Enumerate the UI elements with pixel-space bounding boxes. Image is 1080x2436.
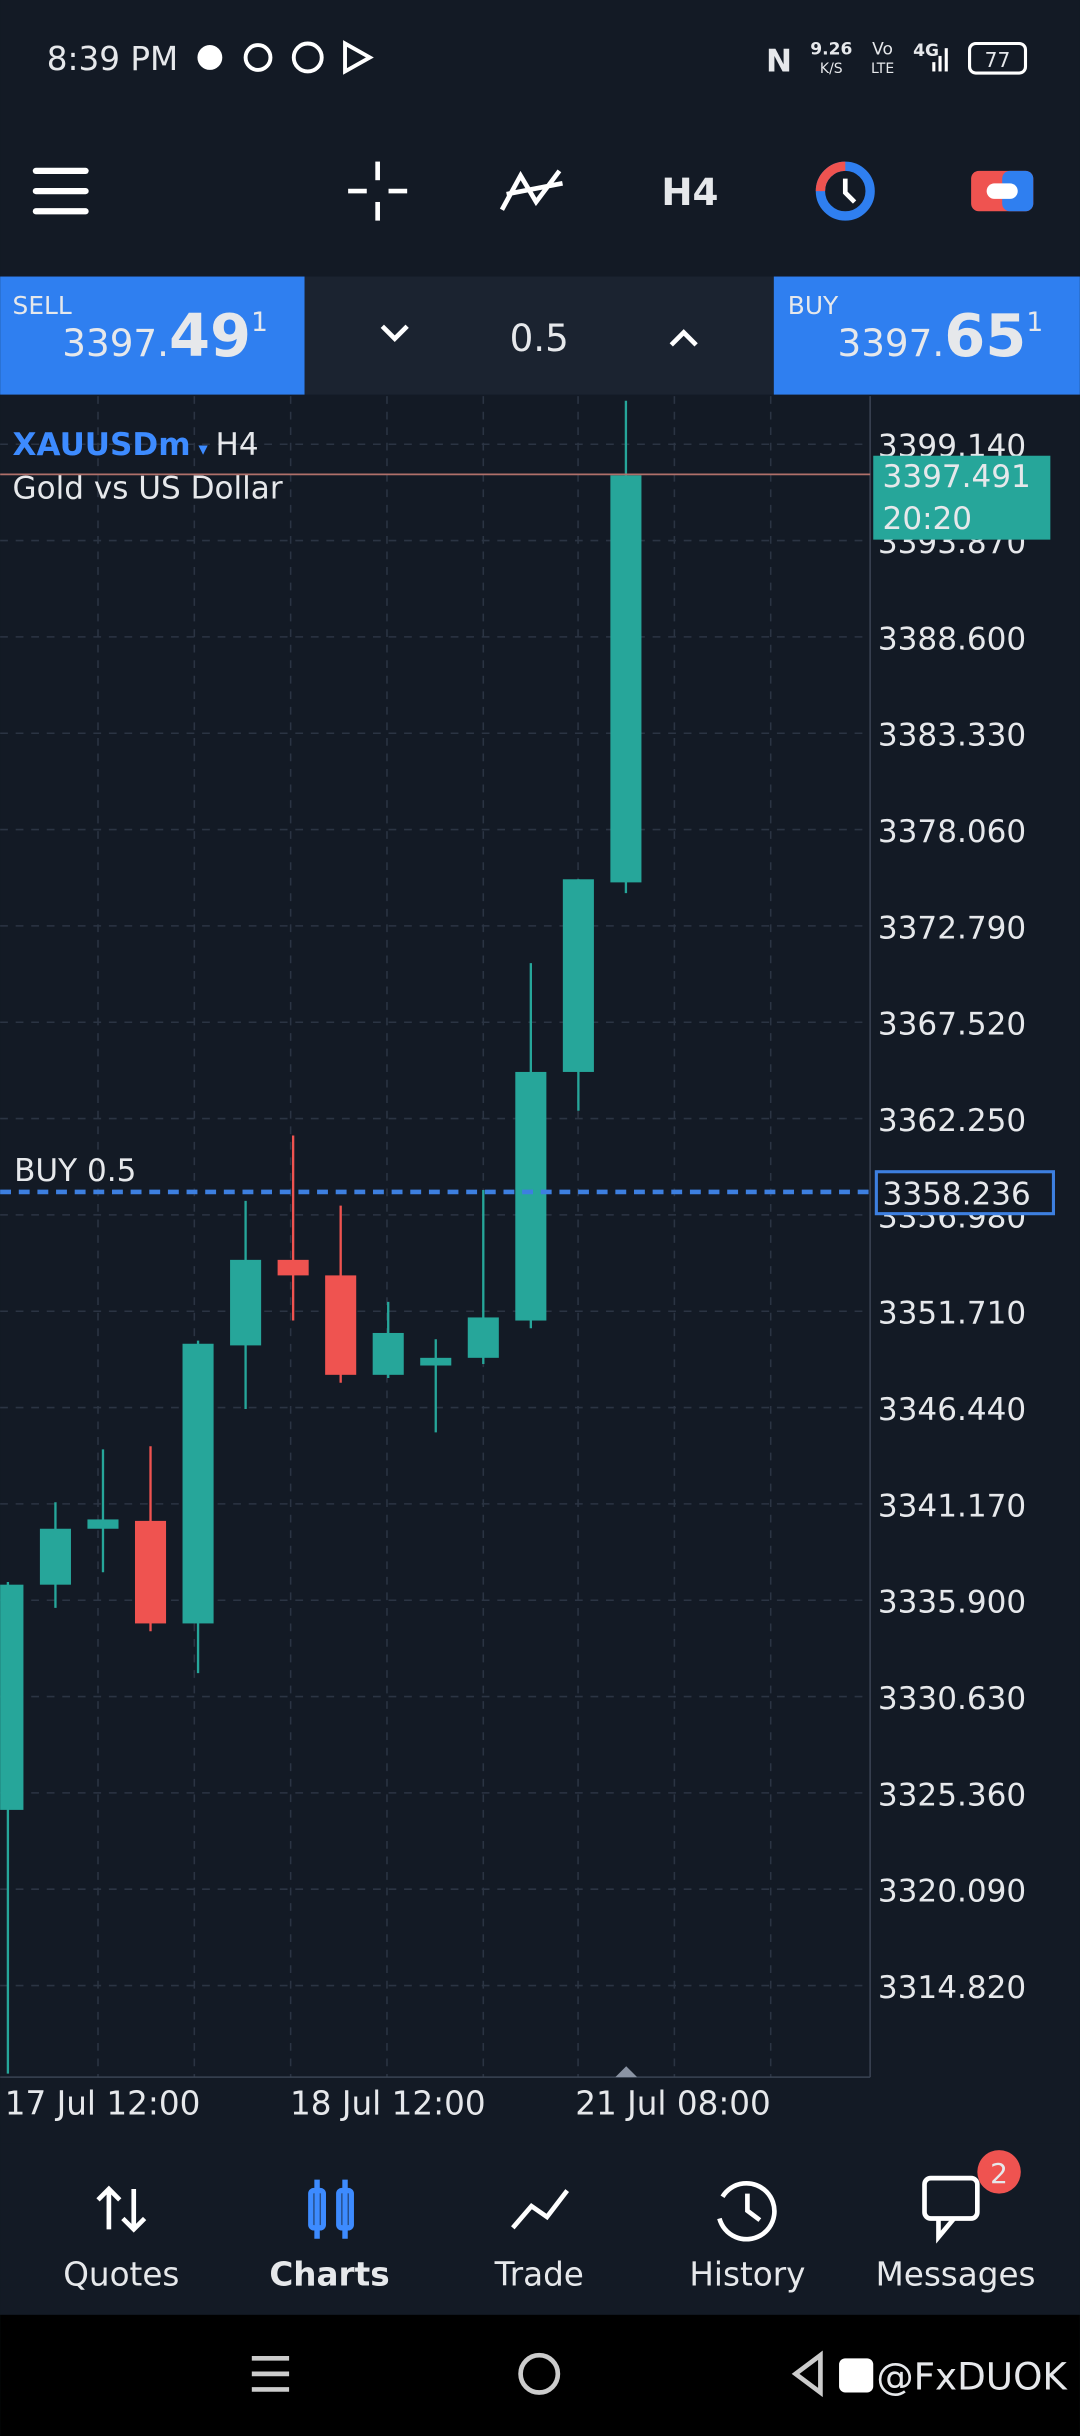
- nav-item[interactable]: Trade: [494, 2255, 584, 2293]
- nav-item[interactable]: Charts: [269, 2255, 389, 2293]
- nav-background: [0, 2143, 1080, 2315]
- candle-body: [277, 1259, 309, 1276]
- y-tick-label: 3362.250: [878, 1103, 1026, 1139]
- candle-body: [467, 1317, 499, 1358]
- messages-badge-count: 2: [990, 2157, 1008, 2190]
- volume-up[interactable]: [669, 329, 698, 347]
- y-tick-label: 3341.170: [878, 1488, 1026, 1524]
- x-tick-label: 17 Jul 12:00: [5, 2084, 201, 2122]
- x-tick-label: 21 Jul 08:00: [575, 2084, 771, 2122]
- y-tick-label: 3330.630: [878, 1681, 1026, 1717]
- candle-body: [134, 1520, 167, 1624]
- nav-item[interactable]: Quotes: [63, 2255, 179, 2293]
- charts-icon: [308, 2179, 354, 2239]
- volte-top: Vo: [872, 39, 893, 59]
- sell-button[interactable]: [0, 276, 305, 395]
- candle-body: [39, 1528, 71, 1585]
- candle-body: [230, 1259, 262, 1346]
- candle-body: [610, 475, 642, 883]
- y-tick-label: 3320.090: [878, 1874, 1026, 1910]
- buy-price: 3397.651: [838, 301, 1044, 370]
- signal-icon: [932, 48, 948, 72]
- y-tick-label: 3383.330: [878, 718, 1026, 754]
- network-type: 4G: [913, 41, 939, 61]
- y-tick-label: 3388.600: [878, 621, 1026, 657]
- bottom-nav: 2 Quotes Charts Trade History Messages: [0, 2143, 1080, 2315]
- status-time: 8:39 PM: [47, 40, 178, 78]
- timeframe-button[interactable]: H4: [661, 170, 718, 214]
- home-button[interactable]: [518, 2352, 561, 2395]
- y-tick-label: 3346.440: [878, 1392, 1026, 1428]
- trade-panel: SELL 3397.491 0.5 BUY 3397.651: [0, 276, 1080, 395]
- x-tick-label: 18 Jul 12:00: [290, 2084, 486, 2122]
- order-label: BUY 0.5: [14, 1153, 136, 1189]
- candle-body: [325, 1275, 357, 1375]
- system-nav-background: [0, 2314, 1080, 2436]
- buy-label: BUY: [788, 291, 839, 320]
- candle-body: [87, 1519, 119, 1529]
- facebook-icon: [839, 2358, 874, 2393]
- sell-label: SELL: [13, 291, 72, 320]
- current-time-label: 20:20: [883, 501, 973, 537]
- messages-badge: [977, 2150, 1021, 2194]
- back-button[interactable]: [791, 2350, 823, 2398]
- candle-body: [0, 1584, 24, 1810]
- y-tick-label: 3325.360: [878, 1777, 1026, 1813]
- messages-icon: [922, 2175, 980, 2244]
- y-tick-label: 3378.060: [878, 814, 1026, 850]
- one-click-button[interactable]: [971, 170, 1034, 212]
- symbol: XAUUSDm: [13, 427, 191, 463]
- order-price-box: [874, 1170, 1056, 1216]
- volume-panel: [304, 276, 774, 395]
- y-tick-label: 3367.520: [878, 1007, 1026, 1043]
- nav-item[interactable]: Messages: [876, 2255, 1036, 2293]
- status-bar: 8:39 PM N 9.26 K/S Vo LTE 4G 77: [47, 39, 1028, 79]
- nfc-icon: N: [766, 43, 792, 79]
- nav-item[interactable]: History: [689, 2255, 805, 2293]
- recents-button[interactable]: [251, 2355, 290, 2392]
- volume-down[interactable]: [380, 324, 409, 342]
- buy-button[interactable]: [773, 276, 1080, 395]
- candles: [0, 400, 642, 2074]
- timeframe: H4: [215, 427, 258, 463]
- candle-body: [515, 1071, 547, 1321]
- candle-body: [420, 1357, 452, 1366]
- watermark: @FxDUOK: [876, 2354, 1068, 2398]
- y-tick-label: 3351.710: [878, 1296, 1026, 1332]
- notification-icons: [197, 40, 374, 75]
- chart-symbol: XAUUSDm ▾ H4: [13, 427, 259, 463]
- crosshair-button[interactable]: [348, 161, 408, 221]
- volume[interactable]: 0.5: [510, 316, 569, 360]
- quotes-icon: [96, 2185, 147, 2233]
- y-tick-label: 3335.900: [878, 1585, 1026, 1621]
- volte-bottom: LTE: [871, 61, 894, 77]
- candle-body: [562, 879, 594, 1072]
- net-unit: K/S: [820, 61, 843, 77]
- sell-price: 3397.491: [62, 301, 268, 370]
- candle-body: [182, 1343, 214, 1624]
- indicators-button[interactable]: [499, 169, 563, 211]
- trade-icon: [511, 2189, 570, 2230]
- chart-description: Gold vs US Dollar: [13, 471, 283, 507]
- scroll-marker: [615, 2066, 638, 2078]
- system-nav: @FxDUOK: [0, 2314, 1080, 2436]
- candle-body: [372, 1332, 404, 1375]
- y-tick-label: 3372.790: [878, 910, 1026, 946]
- net-speed: 9.26: [810, 39, 852, 59]
- y-tick-label: 3314.820: [878, 1970, 1026, 2006]
- trade-mode-button[interactable]: [815, 161, 875, 221]
- history-icon: [717, 2181, 777, 2242]
- chart: 3399.1403393.8703388.6003383.3303378.060…: [0, 396, 1056, 2122]
- battery-icon: [968, 41, 1028, 75]
- toolbar: H4: [32, 161, 1034, 221]
- order-price-label: 3358.236: [883, 1176, 1031, 1212]
- battery-level: 77: [985, 48, 1011, 72]
- symbol-arrow: ▾: [198, 439, 208, 460]
- menu-button[interactable]: [32, 167, 89, 215]
- current-price-box: [873, 455, 1051, 540]
- current-price-label: 3397.491: [883, 459, 1031, 495]
